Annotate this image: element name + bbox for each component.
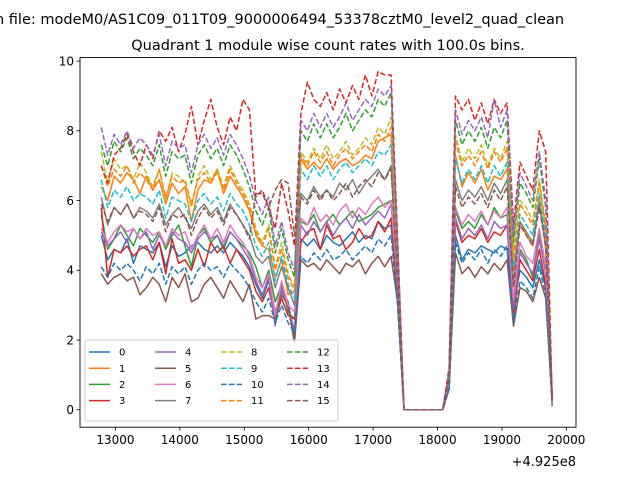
series-line-5	[100, 252, 553, 411]
legend-label-2: 2	[119, 380, 125, 391]
x-tick-label-1: 14000	[161, 433, 199, 447]
legend-label-4: 4	[185, 348, 191, 359]
legend-label-3: 3	[119, 396, 125, 407]
y-tick-label-3: 6	[66, 194, 74, 208]
legend-box	[84, 339, 339, 422]
legend-label-12: 12	[317, 348, 330, 359]
series-line-4	[100, 203, 553, 411]
series-line-6	[100, 196, 553, 411]
series-line-12	[100, 91, 553, 411]
x-tick-label-3: 16000	[290, 433, 328, 447]
series-line-8	[100, 116, 553, 411]
series-line-10	[100, 234, 553, 411]
legend-label-15: 15	[317, 396, 330, 407]
series-line-15	[100, 168, 553, 411]
legend-label-10: 10	[251, 380, 264, 391]
legend-label-11: 11	[251, 396, 264, 407]
y-tick-label-2: 4	[66, 264, 74, 278]
x-axis-offset-label: +4.925e8	[512, 455, 576, 470]
legend-label-6: 6	[185, 380, 191, 391]
series-line-13	[100, 70, 553, 411]
y-tick-label-5: 10	[59, 54, 74, 68]
legend-label-0: 0	[119, 348, 125, 359]
plot-title: Quadrant 1 module wise count rates with …	[131, 38, 525, 54]
y-tick-label-1: 2	[66, 333, 74, 347]
y-tick-label-0: 0	[66, 403, 74, 417]
legend-label-8: 8	[251, 348, 257, 359]
legend-label-7: 7	[185, 396, 191, 407]
x-tick-label-6: 19000	[483, 433, 521, 447]
x-tick-label-5: 18000	[418, 433, 456, 447]
figure-suptitle: n file: modeM0/AS1C09_011T09_9000006494_…	[0, 12, 564, 28]
series-line-14	[100, 84, 553, 411]
series-lines	[100, 70, 553, 411]
legend-label-9: 9	[251, 364, 257, 375]
legend-label-13: 13	[317, 364, 330, 375]
series-line-11	[100, 126, 553, 411]
y-tick-label-4: 8	[66, 124, 74, 138]
series-line-3	[100, 207, 553, 411]
series-line-9	[100, 144, 553, 411]
series-line-1	[100, 133, 553, 411]
y-axis: 0 2 4 6 8 10	[59, 54, 80, 417]
legend-label-1: 1	[119, 364, 125, 375]
x-tick-label-2: 15000	[225, 433, 263, 447]
x-axis: 13000 14000 15000 16000 17000 18000 19000 20000	[96, 427, 585, 447]
x-tick-label-0: 13000	[96, 433, 134, 447]
x-tick-label-7: 20000	[547, 433, 585, 447]
x-tick-label-4: 17000	[354, 433, 392, 447]
plot-frame	[79, 57, 577, 428]
legend-label-5: 5	[185, 364, 191, 375]
legend-label-14: 14	[317, 380, 330, 391]
